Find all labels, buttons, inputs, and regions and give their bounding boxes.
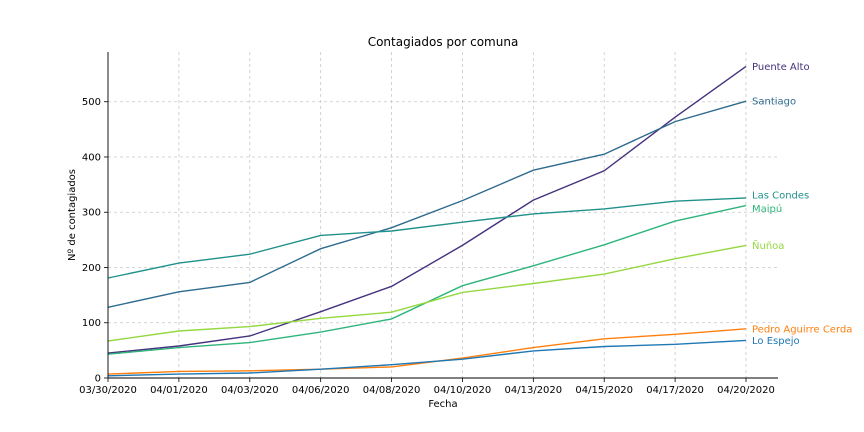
series-label: Puente Alto <box>752 62 810 73</box>
y-tick-label: 200 <box>82 263 101 274</box>
series-label: Ñuñoa <box>752 239 784 252</box>
x-tick-label: 04/20/2020 <box>717 385 775 396</box>
x-tick-label: 04/06/2020 <box>292 385 350 396</box>
series-line-lo-espejo <box>107 339 747 377</box>
x-axis-label: Fecha <box>428 399 457 410</box>
x-tick-label: 04/08/2020 <box>363 385 421 396</box>
x-tick-label: 03/30/2020 <box>79 385 137 396</box>
y-tick-label: 400 <box>82 152 101 163</box>
y-axis-label: Nº de contagiados <box>67 169 78 261</box>
series-label: Lo Espejo <box>752 336 800 347</box>
chart-title: Contagiados por comuna <box>368 35 519 49</box>
series-line-santiago <box>107 100 747 308</box>
axes-layer: 03/30/2020 04/01/2020 04/03/2020 04/06/2020… <box>79 52 778 396</box>
y-tick-label: 500 <box>82 97 101 108</box>
series-label: Pedro Aguirre Cerda <box>752 324 852 335</box>
series-line-puente-alto <box>107 65 747 354</box>
series-line-maipú <box>107 204 747 355</box>
series-line-las-condes <box>107 197 747 279</box>
x-tick-label: 04/17/2020 <box>646 385 704 396</box>
series-label: Santiago <box>752 97 796 108</box>
series-line-pedro-aguirre-cerda <box>107 328 747 375</box>
x-tick-label: 04/13/2020 <box>505 385 563 396</box>
series-label: Maipú <box>752 203 782 215</box>
series-layer <box>107 65 747 377</box>
x-tick-label: 04/03/2020 <box>221 385 279 396</box>
y-tick-label: 300 <box>82 208 101 219</box>
series-labels-layer: Puente Alto Santiago Las Condes Maipú Ñuñoa P… <box>752 62 852 347</box>
y-tick-label: 100 <box>82 318 101 329</box>
y-tick-label: 0 <box>95 374 101 385</box>
x-tick-label: 04/15/2020 <box>575 385 633 396</box>
x-tick-label: 04/10/2020 <box>434 385 492 396</box>
series-label: Las Condes <box>752 190 809 201</box>
series-line-ñuñoa <box>107 244 747 342</box>
x-tick-label: 04/01/2020 <box>150 385 208 396</box>
